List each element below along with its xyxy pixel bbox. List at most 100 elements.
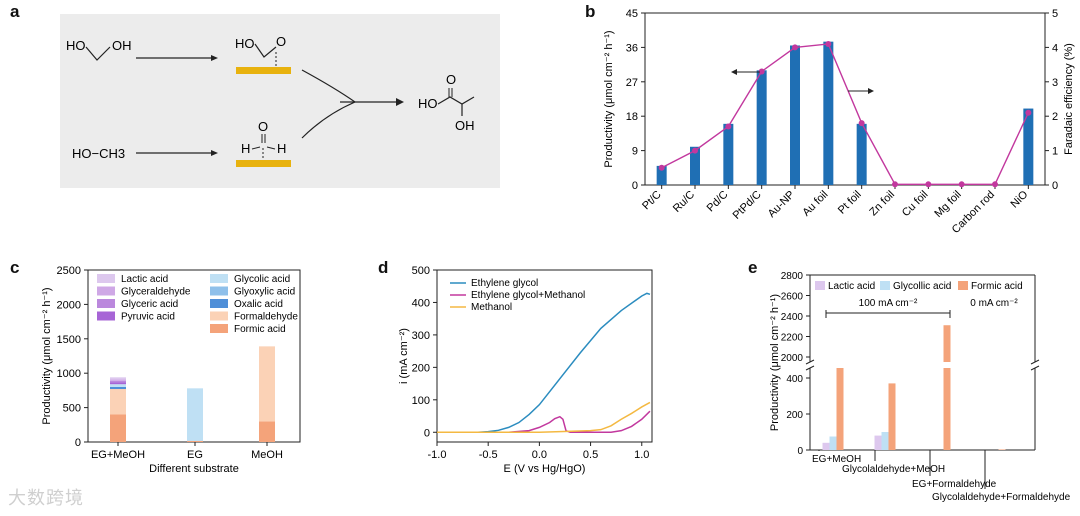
y-tick-label-right: 1 — [1052, 146, 1058, 158]
stack-segment — [259, 346, 275, 422]
y-tick-label-left: 18 — [626, 111, 638, 123]
bar — [998, 449, 1006, 450]
y-tick-label-left: 45 — [626, 8, 638, 20]
y-axis-label-left: Productivity (μmol cm⁻² h⁻¹) — [603, 30, 615, 167]
bar — [656, 165, 667, 185]
x-axis-label: E (V vs Hg/HgO) — [504, 463, 586, 475]
x-axis-label: Different substrate — [149, 463, 239, 475]
series-line — [437, 401, 651, 434]
legend-swatch — [815, 281, 825, 290]
legend-label: Formic acid — [971, 281, 1023, 292]
axis-break-mark — [1030, 359, 1040, 365]
legend-label: Methanol — [471, 302, 512, 313]
fe-point — [925, 181, 932, 188]
bar — [888, 383, 896, 450]
fe-point — [892, 181, 898, 188]
y-tick-label: 400 — [786, 374, 803, 385]
bar — [690, 146, 700, 185]
y-tick-label: 2500 — [57, 265, 81, 277]
legend-label: Glyceric acid — [121, 299, 178, 310]
panel-label-b: b — [585, 2, 596, 21]
fe-point — [958, 181, 965, 188]
y-tick-label-right: 0 — [1052, 180, 1058, 192]
legend-swatch — [97, 274, 115, 283]
legend-swatch — [97, 311, 115, 321]
y-tick-label: 0 — [424, 427, 430, 439]
panel-label-a: a — [10, 2, 20, 21]
y-tick-label-left: 9 — [632, 146, 638, 158]
legend-swatch — [210, 324, 228, 333]
left-axis-arrow-head — [731, 69, 737, 75]
stack-segment — [187, 440, 203, 442]
y-tick-label-left: 36 — [626, 42, 638, 54]
y-tick-label: 500 — [63, 403, 81, 415]
panel-label-c: c — [10, 258, 20, 277]
series-line — [437, 292, 651, 434]
legend-label: Pyruvic acid — [121, 312, 175, 323]
stack-segment — [110, 382, 126, 385]
y-tick-label: 400 — [412, 297, 430, 309]
y-tick-label: 0 — [797, 446, 803, 457]
legend-swatch — [880, 281, 890, 290]
legend-label: Glycolic acid — [234, 274, 290, 285]
y-tick-label-left: 0 — [632, 180, 638, 192]
stack-segment — [110, 384, 126, 387]
stack-segment — [259, 421, 275, 442]
fe-point — [658, 164, 665, 171]
stack-segment — [110, 380, 126, 383]
fe-point — [825, 40, 832, 47]
plot-frame — [644, 12, 1046, 186]
bar — [829, 436, 837, 450]
x-tick-label: 0.5 — [583, 449, 598, 461]
legend-swatch — [210, 299, 228, 308]
legend-swatch — [97, 286, 115, 296]
y-tick-label: 2000 — [57, 299, 81, 311]
bar — [943, 368, 951, 450]
legend-label: Formaldehyde — [234, 312, 298, 323]
stack-segment — [187, 388, 203, 441]
category-label: EG+MeOH — [812, 454, 861, 465]
legend-label: Lactic acid — [121, 274, 168, 285]
legend-label: Glycollic acid — [893, 281, 951, 292]
legend-swatch — [210, 311, 228, 321]
y-tick-label: 200 — [786, 410, 803, 421]
fe-point — [725, 123, 732, 130]
fe-line — [661, 43, 1029, 186]
category-label: Glycolaldehyde+Formaldehyde — [932, 492, 1071, 503]
axis-break-mark — [805, 365, 815, 371]
x-tick-label: EG — [187, 449, 203, 461]
y-tick-label-right: 3 — [1052, 77, 1058, 89]
bar — [790, 45, 800, 185]
y-tick-label-right: 5 — [1052, 8, 1058, 20]
x-tick-label: 0.0 — [532, 449, 547, 461]
y-tick-label: 2200 — [781, 333, 804, 344]
y-tick-label: 2400 — [781, 312, 804, 323]
x-tick-label: 1.0 — [634, 449, 649, 461]
y-tick-label-right: 2 — [1052, 111, 1058, 123]
stack-segment — [110, 414, 126, 442]
legend-swatch — [97, 299, 115, 308]
y-axis-label: i (mA cm⁻²) — [398, 328, 410, 384]
fe-point — [758, 68, 765, 75]
category-label: Glycolaldehyde+MeOH — [842, 464, 945, 475]
bar — [943, 325, 951, 362]
bar — [881, 432, 889, 450]
panel-label-e: e — [748, 258, 758, 277]
fe-point — [792, 44, 798, 51]
stack-segment — [110, 377, 126, 380]
y-axis-label-right: Faradaic efficiency (%) — [1063, 43, 1075, 155]
y-tick-label: 0 — [75, 437, 81, 449]
legend-label: Lactic acid — [828, 281, 875, 292]
y-tick-label: 1000 — [57, 368, 81, 380]
bar — [822, 442, 830, 450]
category-label: EG+Formaldehyde — [912, 479, 997, 490]
y-tick-label-left: 27 — [626, 77, 638, 89]
legend-label: Glyoxylic acid — [234, 287, 295, 298]
annotation-left: 100 mA cm⁻² — [859, 298, 918, 309]
y-tick-label: 2800 — [781, 271, 804, 282]
stack-segment — [110, 386, 126, 390]
bar — [823, 41, 834, 185]
